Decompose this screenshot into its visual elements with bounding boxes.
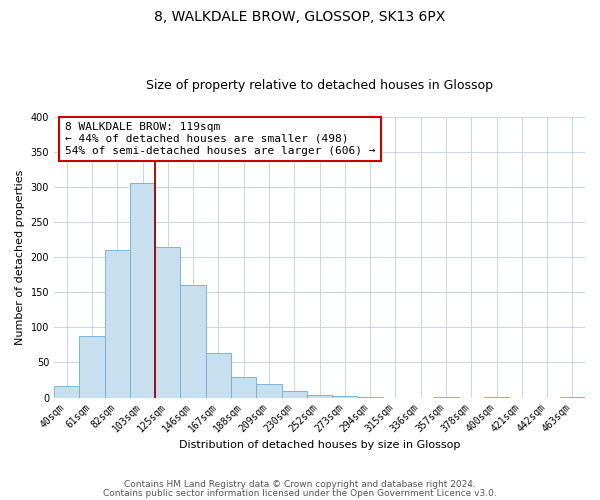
Bar [307,395,332,398]
Bar [484,397,509,398]
Bar [54,386,79,398]
X-axis label: Distribution of detached houses by size in Glossop: Distribution of detached houses by size … [179,440,460,450]
Bar [281,390,307,398]
Bar [104,250,130,398]
Bar [79,336,104,398]
Bar [358,397,383,398]
Bar [206,354,231,398]
Text: Contains HM Land Registry data © Crown copyright and database right 2024.: Contains HM Land Registry data © Crown c… [124,480,476,489]
Text: Contains public sector information licensed under the Open Government Licence v3: Contains public sector information licen… [103,490,497,498]
Bar [560,397,585,398]
Y-axis label: Number of detached properties: Number of detached properties [15,170,25,345]
Title: Size of property relative to detached houses in Glossop: Size of property relative to detached ho… [146,79,493,92]
Bar [231,376,256,398]
Bar [332,396,358,398]
Text: 8, WALKDALE BROW, GLOSSOP, SK13 6PX: 8, WALKDALE BROW, GLOSSOP, SK13 6PX [154,10,446,24]
Bar [130,184,155,398]
Text: 8 WALKDALE BROW: 119sqm
← 44% of detached houses are smaller (498)
54% of semi-d: 8 WALKDALE BROW: 119sqm ← 44% of detache… [65,122,375,156]
Bar [181,286,206,398]
Bar [433,397,458,398]
Bar [155,246,181,398]
Bar [256,384,281,398]
